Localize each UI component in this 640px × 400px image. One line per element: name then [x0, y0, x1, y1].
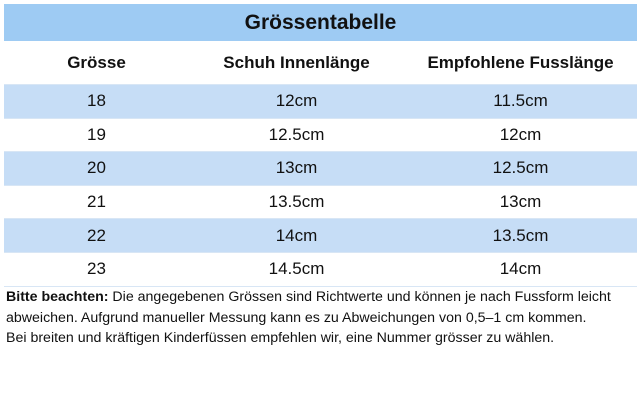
table-row: 21 13.5cm 13cm	[4, 186, 637, 220]
table-row: 22 14cm 13.5cm	[4, 219, 637, 253]
cell-foot-length: 13.5cm	[492, 225, 549, 245]
cell-foot-length: 14cm	[499, 259, 542, 279]
table-title: Grössentabelle	[4, 4, 637, 41]
cell-inner-length: 13cm	[275, 158, 318, 178]
cell-foot-length: 12cm	[499, 124, 542, 144]
cell-foot-length: 11.5cm	[493, 91, 548, 111]
cell-foot-length: 12.5cm	[492, 158, 549, 178]
cell-size: 23	[87, 259, 106, 279]
note-paragraph-2: Bei breiten und kräftigen Kinderfüssen e…	[6, 330, 555, 346]
header-recommended-foot-length: Empfohlene Fusslänge	[427, 52, 614, 72]
cell-size: 22	[87, 225, 106, 245]
header-size: Grösse	[67, 52, 126, 72]
note-label: Bitte beachten:	[6, 289, 109, 305]
sizing-note: Bitte beachten: Die angegebenen Grössen …	[6, 287, 632, 349]
cell-size: 18	[87, 91, 106, 111]
cell-inner-length: 14cm	[275, 225, 318, 245]
header-shoe-inner-length: Schuh Innenlänge	[223, 52, 370, 72]
cell-inner-length: 12.5cm	[268, 124, 325, 144]
cell-size: 21	[87, 192, 106, 212]
cell-size: 20	[87, 158, 106, 178]
size-table: Grössentabelle Grösse Schuh Innenlänge E…	[4, 4, 637, 287]
cell-size: 19	[87, 124, 106, 144]
cell-inner-length: 13.5cm	[268, 192, 325, 212]
cell-foot-length: 13cm	[499, 192, 542, 212]
cell-inner-length: 14.5cm	[268, 259, 325, 279]
table-row: 23 14.5cm 14cm	[4, 253, 637, 287]
cell-inner-length: 12cm	[275, 91, 318, 111]
note-paragraph-1: Bitte beachten: Die angegebenen Grössen …	[6, 287, 632, 328]
note-text-1: Die angegebenen Grössen sind Richtwerte …	[6, 289, 611, 326]
table-header: Grösse Schuh Innenlänge Empfohlene Fussl…	[4, 41, 637, 85]
table-row: 18 12cm 11.5cm	[4, 85, 637, 119]
table-row: 20 13cm 12.5cm	[4, 152, 637, 186]
table-row: 19 12.5cm 12cm	[4, 119, 637, 153]
